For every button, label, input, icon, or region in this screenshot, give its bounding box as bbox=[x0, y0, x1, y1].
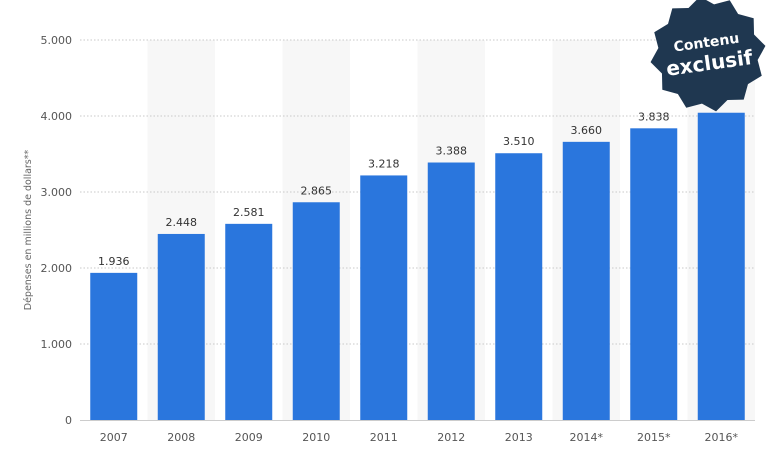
y-tick-label: 4.000 bbox=[41, 110, 73, 123]
exclusive-content-badge[interactable]: Contenu exclusif bbox=[642, 0, 768, 120]
bar[interactable] bbox=[495, 153, 543, 421]
bar[interactable] bbox=[225, 223, 273, 420]
data-label: 3.510 bbox=[503, 135, 535, 148]
data-label: 3.218 bbox=[368, 157, 400, 170]
x-tick-label: 2009 bbox=[235, 431, 263, 444]
x-tick-label: 2014* bbox=[570, 431, 604, 444]
x-tick-label: 2015* bbox=[637, 431, 671, 444]
data-label: 3.838 bbox=[638, 110, 670, 123]
y-axis-label: Dépenses en millions de dollars** bbox=[23, 149, 34, 310]
bar[interactable] bbox=[697, 112, 745, 421]
x-tick-label: 2012 bbox=[437, 431, 465, 444]
bar[interactable] bbox=[562, 141, 610, 420]
bar[interactable] bbox=[292, 202, 340, 420]
y-tick-label: 0 bbox=[65, 414, 72, 427]
x-tick-label: 2016* bbox=[705, 431, 739, 444]
x-tick-label: 2011 bbox=[370, 431, 398, 444]
x-axis-ticks: 2007 2008 2009 2010 2011 2012 2013 2014* 2015* 20… bbox=[100, 431, 739, 444]
x-tick-label: 2007 bbox=[100, 431, 128, 444]
bar[interactable] bbox=[427, 162, 475, 420]
bars bbox=[90, 112, 745, 421]
data-label: 3.660 bbox=[571, 124, 603, 137]
bar[interactable] bbox=[630, 128, 678, 420]
y-tick-label: 1.000 bbox=[41, 338, 73, 351]
y-axis-ticks: 0 1.000 2.000 3.000 4.000 5.000 bbox=[41, 34, 73, 427]
badge-seal-shape bbox=[650, 0, 766, 112]
y-tick-label: 2.000 bbox=[41, 262, 73, 275]
y-tick-label: 5.000 bbox=[41, 34, 73, 47]
x-tick-label: 2013 bbox=[505, 431, 533, 444]
x-tick-label: 2008 bbox=[167, 431, 195, 444]
data-label: 2.865 bbox=[301, 184, 333, 197]
bar[interactable] bbox=[90, 272, 138, 420]
data-labels: 1.936 2.448 2.581 2.865 3.218 3.388 3.510 3.660… bbox=[98, 95, 725, 268]
x-tick-label: 2010 bbox=[302, 431, 330, 444]
bar[interactable] bbox=[157, 233, 205, 420]
bar[interactable] bbox=[360, 175, 408, 420]
data-label: 2.581 bbox=[233, 206, 265, 219]
data-label: 1.936 bbox=[98, 255, 130, 268]
y-tick-label: 3.000 bbox=[41, 186, 73, 199]
data-label: 2.448 bbox=[166, 216, 198, 229]
data-label: 3.388 bbox=[436, 145, 468, 158]
